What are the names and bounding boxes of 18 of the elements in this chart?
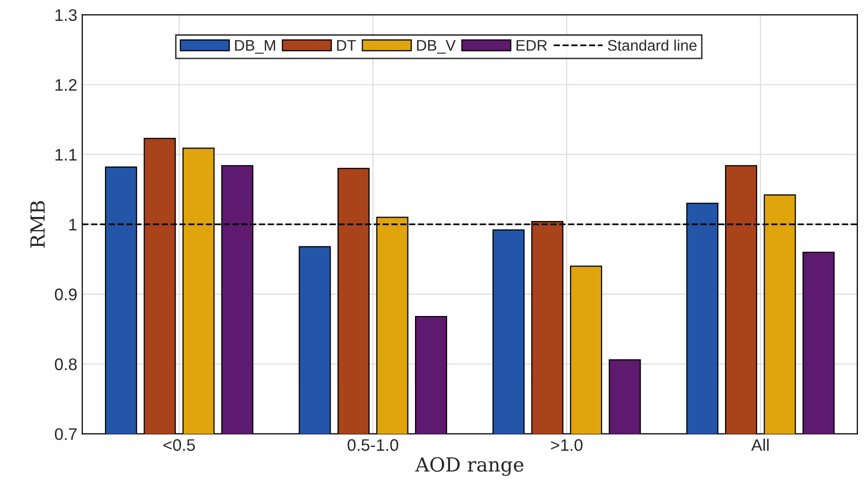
legend-label: EDR xyxy=(516,40,547,51)
legend-label: DB_V xyxy=(417,40,456,54)
x-tick-label: >1.0 xyxy=(551,439,582,451)
y-tick-label: 1.1 xyxy=(56,149,77,161)
y-tick-label: 0.9 xyxy=(54,288,77,300)
legend-label: DT xyxy=(337,40,356,51)
y-tick-label: 0.8 xyxy=(54,358,77,370)
x-tick-label: 0.5-1.0 xyxy=(348,439,398,451)
legend-label: Standard line xyxy=(608,40,697,51)
y-axis-title: RMB xyxy=(30,201,45,248)
legend-label: DB_M xyxy=(235,40,276,54)
y-tick-label: 1.2 xyxy=(56,79,77,91)
x-tick-label: <0.5 xyxy=(164,439,195,451)
y-tick-label: 0.7 xyxy=(54,428,77,440)
x-tick-label: All xyxy=(751,438,769,451)
y-tick-label: 1 xyxy=(69,218,77,230)
y-tick-label: 1.3 xyxy=(56,9,77,21)
x-axis-title: AOD range xyxy=(415,457,524,476)
